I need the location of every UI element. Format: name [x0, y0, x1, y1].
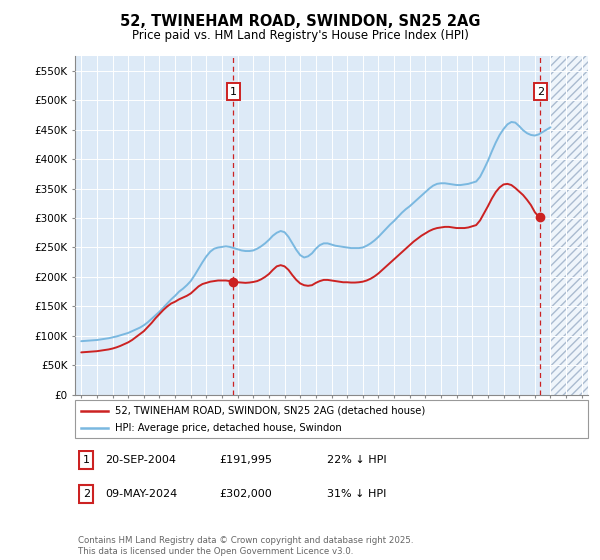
Bar: [550, 56, 588, 395]
Text: 22% ↓ HPI: 22% ↓ HPI: [327, 455, 386, 465]
Text: Price paid vs. HM Land Registry's House Price Index (HPI): Price paid vs. HM Land Registry's House …: [131, 29, 469, 42]
FancyBboxPatch shape: [79, 451, 94, 469]
Text: 1: 1: [83, 455, 90, 465]
Bar: [550, 56, 588, 395]
Text: 2: 2: [83, 489, 90, 499]
Text: 52, TWINEHAM ROAD, SWINDON, SN25 2AG: 52, TWINEHAM ROAD, SWINDON, SN25 2AG: [120, 14, 480, 29]
Text: £302,000: £302,000: [219, 489, 272, 499]
Text: HPI: Average price, detached house, Swindon: HPI: Average price, detached house, Swin…: [115, 423, 341, 433]
Text: 1: 1: [230, 87, 237, 96]
Text: 52, TWINEHAM ROAD, SWINDON, SN25 2AG (detached house): 52, TWINEHAM ROAD, SWINDON, SN25 2AG (de…: [115, 405, 425, 416]
Text: 2: 2: [537, 87, 544, 96]
Text: 09-MAY-2024: 09-MAY-2024: [105, 489, 177, 499]
FancyBboxPatch shape: [79, 485, 94, 503]
Text: 20-SEP-2004: 20-SEP-2004: [105, 455, 176, 465]
Text: £191,995: £191,995: [219, 455, 272, 465]
Text: Contains HM Land Registry data © Crown copyright and database right 2025.
This d: Contains HM Land Registry data © Crown c…: [78, 536, 413, 556]
Text: 31% ↓ HPI: 31% ↓ HPI: [327, 489, 386, 499]
